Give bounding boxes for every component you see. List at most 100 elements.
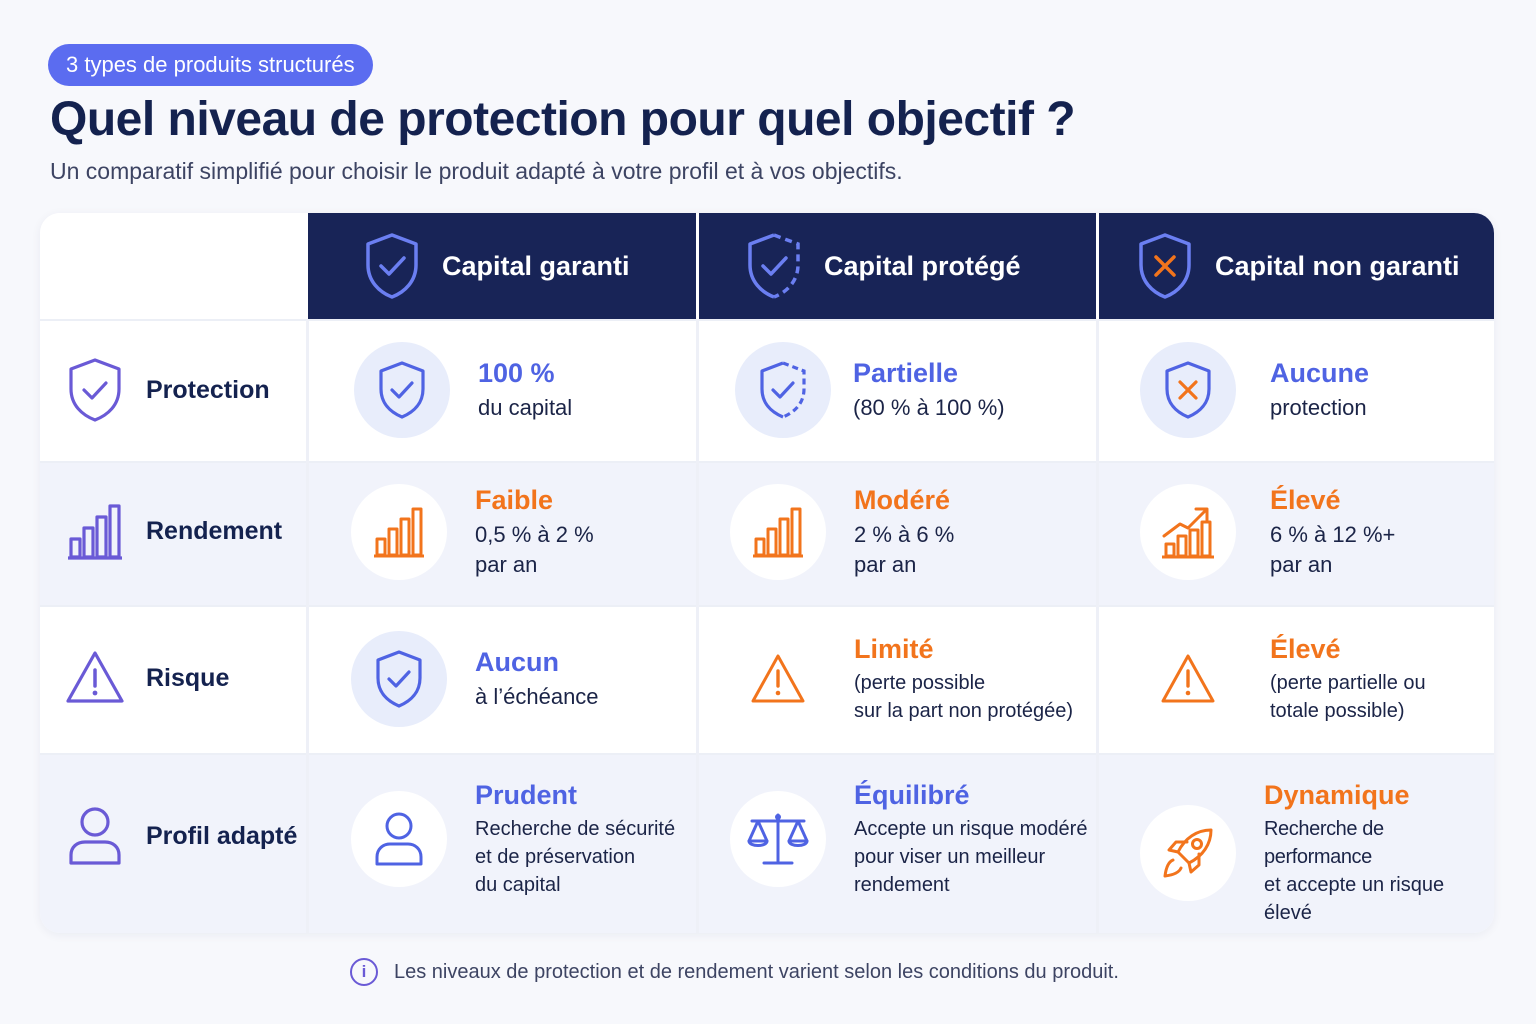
cell-title: Aucun <box>475 647 559 677</box>
divider <box>40 605 1494 607</box>
cell-profil-non-garanti: Dynamique Recherche de performance et ac… <box>1140 779 1494 927</box>
icon-circle <box>735 342 831 438</box>
rocket-icon <box>1163 828 1213 878</box>
icon-circle <box>351 484 447 580</box>
column-header-capital-protege: Capital protégé <box>699 213 1096 319</box>
cell-title: Dynamique <box>1264 780 1410 810</box>
cell-profil-garanti: Prudent Recherche de sécurité et de prés… <box>351 779 675 899</box>
cell-risque-non-garanti: Élevé (perte partielle ou totale possibl… <box>1140 631 1426 727</box>
cell-line: du capital <box>478 395 573 420</box>
column-header-label: Capital garanti <box>442 250 630 281</box>
cell-title: Partielle <box>853 358 959 388</box>
cell-title: Élevé <box>1270 485 1341 515</box>
cell-line: élevé <box>1264 902 1312 924</box>
cell-line: par an <box>854 552 917 577</box>
shield-check-icon <box>379 361 425 419</box>
divider <box>1096 319 1099 933</box>
cell-line: 2 % à 6 % <box>854 522 955 547</box>
cell-line: sur la part non protégée) <box>854 700 1074 722</box>
cell-line: 0,5 % à 2 % <box>475 522 594 547</box>
row-label-profil: Profil adapté <box>64 805 297 867</box>
icon-circle <box>1140 631 1236 727</box>
column-header-capital-non-garanti: Capital non garanti <box>1099 213 1494 319</box>
icon-circle <box>1140 342 1236 438</box>
warning-icon <box>64 647 126 709</box>
bar-chart-icon <box>753 507 803 558</box>
divider <box>40 461 1494 463</box>
icon-circle <box>354 342 450 438</box>
shield-x-icon <box>1139 233 1191 299</box>
page-title: Quel niveau de protection pour quel obje… <box>50 93 1076 146</box>
cell-line: totale possible) <box>1270 700 1405 722</box>
column-header-capital-garanti: Capital garanti <box>308 213 696 319</box>
cell-line: rendement <box>854 874 950 896</box>
cell-line: (80 % à 100 %) <box>853 395 1005 420</box>
divider <box>306 319 309 933</box>
cell-line: par an <box>1270 552 1333 577</box>
cell-line: Recherche de sécurité <box>475 818 676 840</box>
cell-title: Limité <box>854 634 934 664</box>
trending-up-chart-icon <box>1162 507 1214 559</box>
icon-circle <box>730 484 826 580</box>
warning-icon <box>1161 654 1215 703</box>
cell-line: (perte partielle ou <box>1270 672 1426 694</box>
icon-circle <box>351 631 447 727</box>
cell-line: protection <box>1270 395 1367 420</box>
cell-title: Modéré <box>854 485 951 515</box>
warning-icon <box>751 654 805 703</box>
category-badge: 3 types de produits structurés <box>48 44 373 86</box>
row-label-text: Rendement <box>146 516 283 545</box>
cell-rendement-protege: Modéré 2 % à 6 % par an <box>730 484 954 580</box>
cell-line: Recherche de performance <box>1264 818 1384 868</box>
cell-line: (perte possible <box>854 672 986 694</box>
row-label-text: Risque <box>146 663 230 692</box>
cell-line: pour viser un meilleur <box>854 846 1046 868</box>
icon-circle <box>1140 484 1236 580</box>
shield-check-icon <box>64 358 126 422</box>
cell-risque-garanti: Aucun à l’échéance <box>351 631 599 727</box>
cell-line: Accepte un risque modéré <box>854 818 1088 840</box>
icon-circle <box>1140 805 1236 901</box>
cell-protection-garanti: 100 % du capital <box>354 342 572 438</box>
column-header-label: Capital non garanti <box>1215 250 1460 281</box>
cell-line: et de préservation <box>475 846 636 868</box>
cell-line: par an <box>475 552 538 577</box>
cell-risque-protege: Limité (perte possible sur la part non p… <box>730 631 1073 727</box>
cell-line: à l’échéance <box>475 684 599 709</box>
icon-circle <box>730 631 826 727</box>
divider <box>696 319 699 933</box>
divider <box>40 319 1494 321</box>
user-icon <box>64 805 126 867</box>
shield-check-icon <box>366 233 418 299</box>
icon-circle <box>730 791 826 887</box>
row-label-text: Protection <box>146 375 270 404</box>
cell-line: du capital <box>475 874 561 896</box>
comparison-table: Capital garanti Capital protégé Capital … <box>40 213 1494 933</box>
footnote: i Les niveaux de protection et de rendem… <box>350 958 1119 986</box>
row-label-rendement: Rendement <box>64 500 282 562</box>
user-icon <box>375 812 423 866</box>
page-subtitle: Un comparatif simplifié pour choisir le … <box>50 158 903 184</box>
row-label-text: Profil adapté <box>146 821 298 850</box>
divider <box>40 753 1494 755</box>
cell-title: Faible <box>475 485 554 515</box>
icon-circle <box>351 791 447 887</box>
row-label-protection: Protection <box>64 358 270 422</box>
shield-partial-check-icon <box>760 361 806 419</box>
cell-rendement-non-garanti: Élevé 6 % à 12 %+ par an <box>1140 484 1395 580</box>
info-icon: i <box>350 958 378 986</box>
balance-scale-icon <box>747 813 809 865</box>
bar-chart-icon <box>374 507 424 558</box>
cell-protection-non-garanti: Aucune protection <box>1140 342 1369 438</box>
cell-title: Élevé <box>1270 634 1341 664</box>
cell-title: Équilibré <box>854 780 970 810</box>
cell-title: Aucune <box>1270 358 1370 388</box>
cell-title: Prudent <box>475 780 578 810</box>
shield-partial-check-icon <box>748 233 800 299</box>
cell-profil-protege: Équilibré Accepte un risque modéré pour … <box>730 779 1087 899</box>
bar-chart-icon <box>64 500 126 562</box>
cell-line: et accepte un risque <box>1264 874 1445 896</box>
row-label-risque: Risque <box>64 647 229 709</box>
header-blank-cell <box>40 213 306 319</box>
column-header-label: Capital protégé <box>824 250 1021 281</box>
